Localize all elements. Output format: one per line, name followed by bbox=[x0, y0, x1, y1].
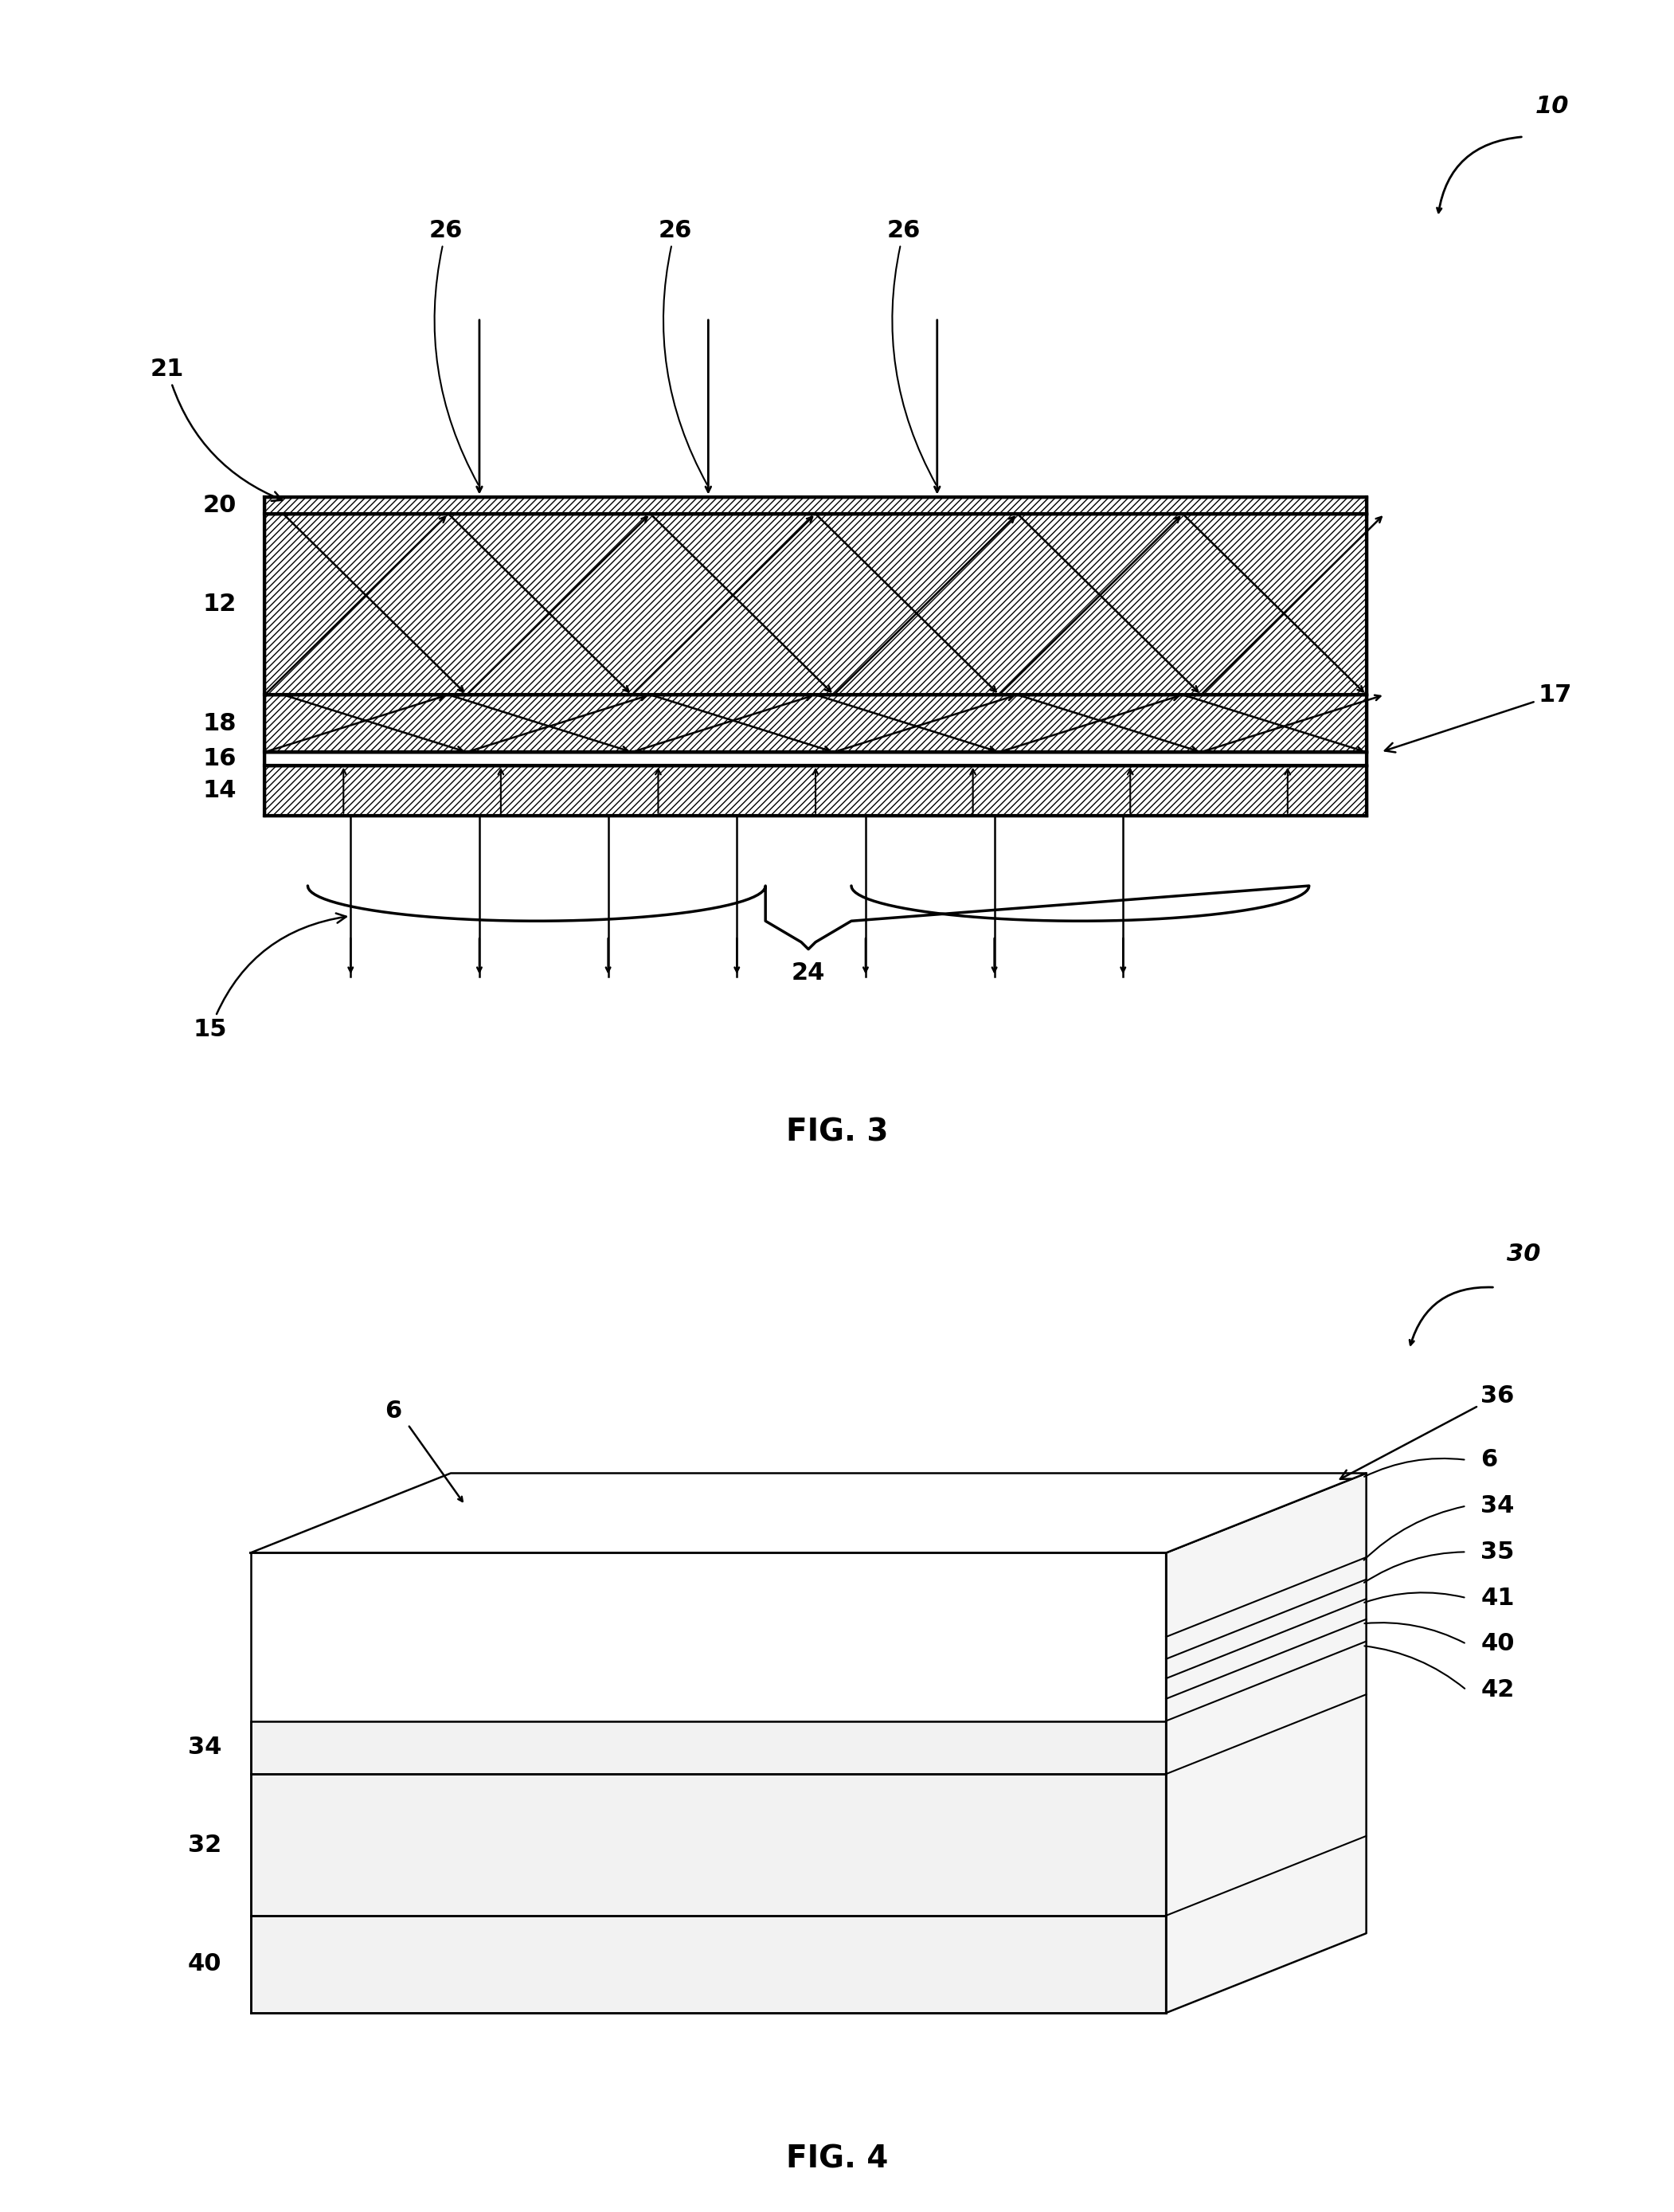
Text: 26: 26 bbox=[429, 219, 479, 484]
Text: 40: 40 bbox=[1481, 1632, 1515, 1655]
Bar bbox=[264, 695, 1366, 752]
Bar bbox=[264, 498, 1366, 513]
Bar bbox=[251, 1721, 1167, 1774]
Text: 15: 15 bbox=[193, 914, 347, 1042]
Text: 18: 18 bbox=[203, 712, 236, 734]
Text: 30: 30 bbox=[1507, 1243, 1540, 1265]
Text: 6: 6 bbox=[1481, 1449, 1498, 1471]
Text: FIG. 4: FIG. 4 bbox=[785, 2143, 889, 2174]
Polygon shape bbox=[1167, 1473, 1366, 2013]
Bar bbox=[264, 752, 1366, 765]
Text: 21: 21 bbox=[151, 358, 283, 500]
Bar bbox=[251, 1916, 1167, 2013]
Polygon shape bbox=[251, 1473, 1366, 1553]
Text: 34: 34 bbox=[187, 1736, 223, 1759]
Bar bbox=[264, 765, 1366, 816]
Text: 35: 35 bbox=[1481, 1540, 1515, 1564]
Text: 24: 24 bbox=[792, 962, 825, 984]
Text: 17: 17 bbox=[1384, 684, 1572, 752]
Text: 14: 14 bbox=[203, 779, 236, 801]
Text: 42: 42 bbox=[1481, 1679, 1515, 1701]
Bar bbox=[251, 1774, 1167, 1916]
Text: 6: 6 bbox=[385, 1400, 402, 1422]
Text: 26: 26 bbox=[658, 219, 706, 484]
Text: 36: 36 bbox=[1341, 1385, 1515, 1480]
Text: FIG. 3: FIG. 3 bbox=[785, 1117, 889, 1148]
Text: 41: 41 bbox=[1481, 1586, 1515, 1610]
Text: 34: 34 bbox=[1481, 1495, 1515, 1517]
Text: 32: 32 bbox=[187, 1834, 223, 1856]
Text: 20: 20 bbox=[203, 493, 236, 518]
Text: 40: 40 bbox=[187, 1953, 223, 1975]
Text: 10: 10 bbox=[1535, 95, 1569, 117]
Text: 26: 26 bbox=[887, 219, 936, 484]
Bar bbox=[264, 513, 1366, 695]
Text: 16: 16 bbox=[203, 748, 236, 770]
Text: 12: 12 bbox=[203, 593, 236, 615]
